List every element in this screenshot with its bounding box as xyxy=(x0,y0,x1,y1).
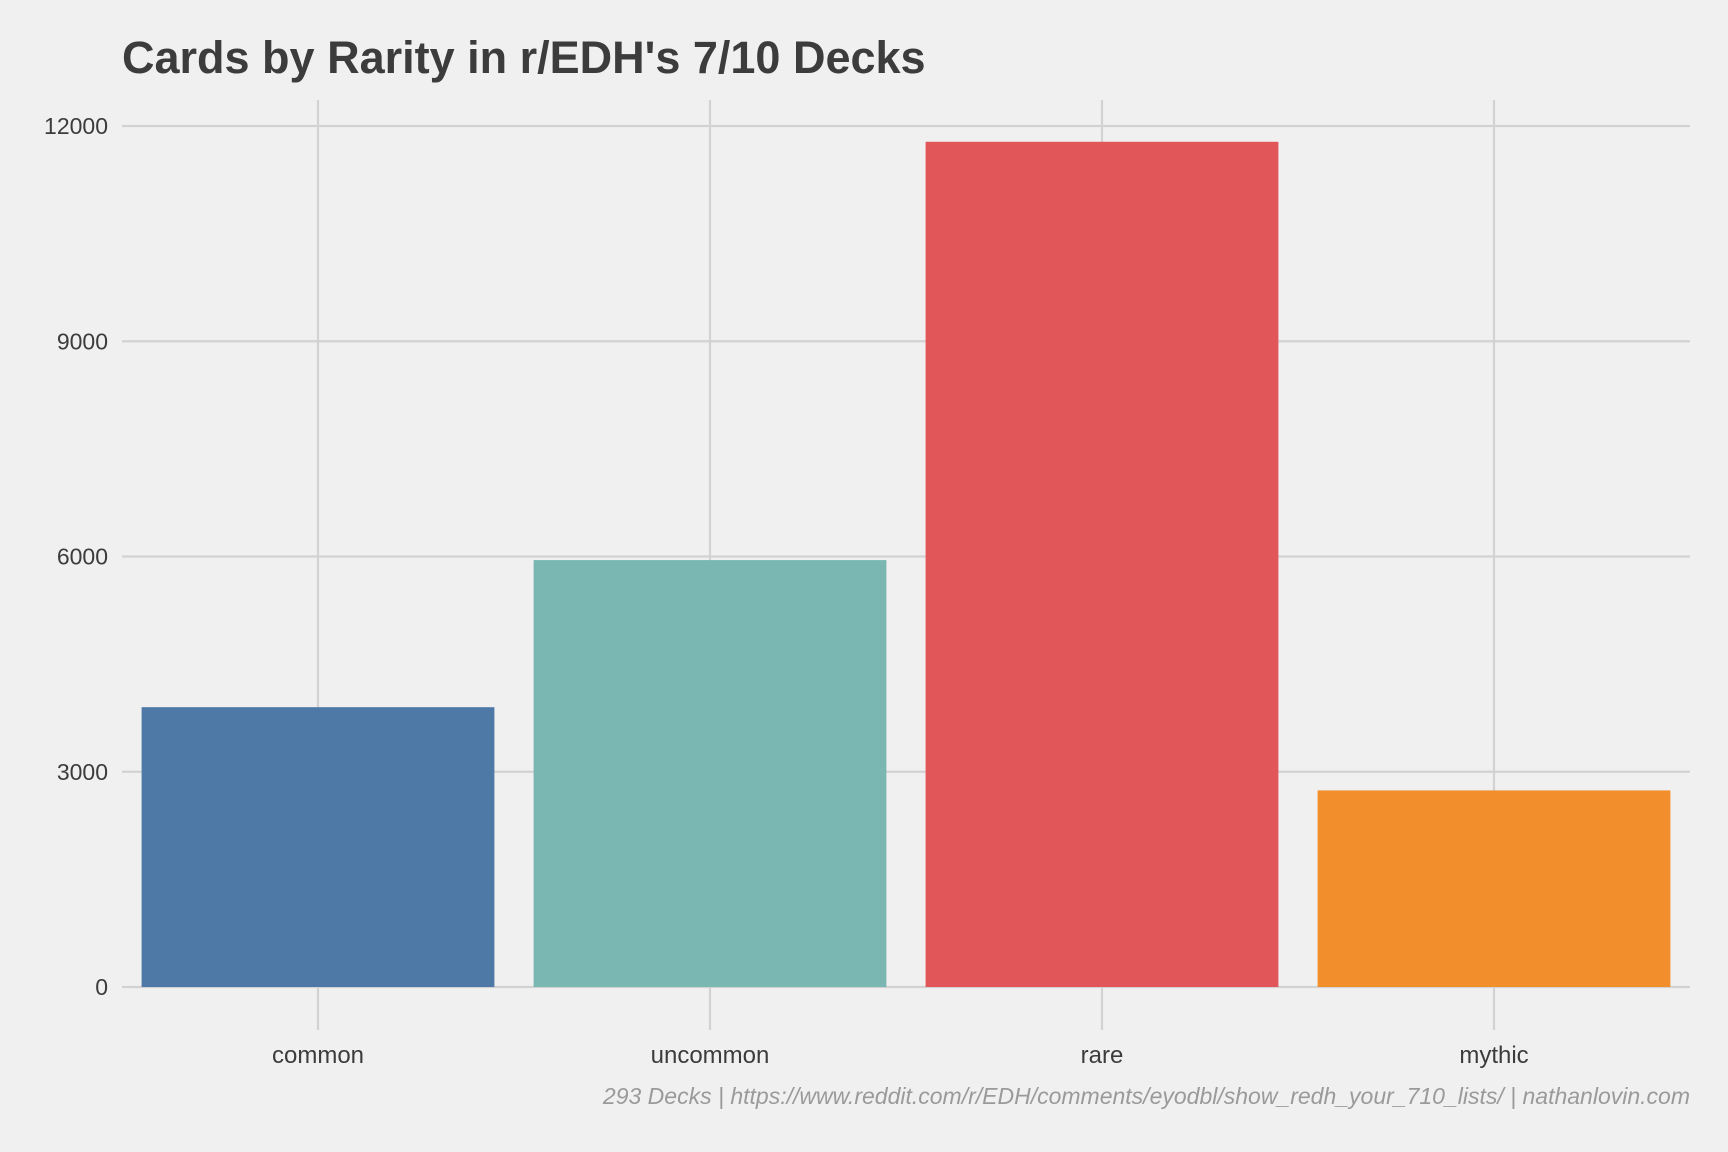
x-tick-label-rare: rare xyxy=(1081,1042,1124,1069)
bar-uncommon xyxy=(533,560,887,987)
x-tick-label-common: common xyxy=(272,1042,364,1069)
y-tick-label: 0 xyxy=(95,974,108,1000)
bar-common xyxy=(141,707,495,987)
chart-title: Cards by Rarity in r/EDH's 7/10 Decks xyxy=(122,32,926,83)
y-axis-ticks: 0 3000 6000 9000 12000 xyxy=(44,113,108,1000)
bar-rare xyxy=(925,141,1279,987)
y-tick-label: 3000 xyxy=(57,759,108,785)
y-tick-label: 9000 xyxy=(57,328,108,354)
x-tick-label-mythic: mythic xyxy=(1459,1042,1528,1069)
chart-caption: 293 Decks | https://www.reddit.com/r/EDH… xyxy=(602,1083,1690,1109)
bars xyxy=(141,141,1671,987)
x-tick-label-uncommon: uncommon xyxy=(651,1042,770,1069)
y-tick-label: 12000 xyxy=(44,113,108,139)
y-tick-label: 6000 xyxy=(57,544,108,570)
bar-mythic xyxy=(1317,790,1671,987)
x-axis-ticks: common uncommon rare mythic xyxy=(272,1042,1529,1069)
